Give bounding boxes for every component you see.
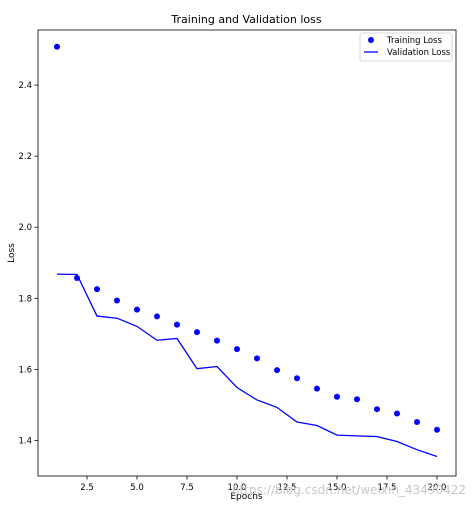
training-loss-point [54,43,60,50]
x-tick-label: 5.0 [130,483,144,493]
training-loss-point [114,297,120,304]
training-loss-point [354,396,360,403]
training-loss-point [154,313,160,320]
training-loss-point [334,393,340,400]
training-loss-point [214,337,220,344]
y-tick-label: 1.6 [18,365,32,375]
training-loss-point [434,426,440,433]
training-loss-point [174,321,180,328]
training-loss-point [234,346,240,353]
chart-marks [54,43,440,458]
validation-loss-line [56,273,438,458]
training-loss-point [94,286,100,293]
x-tick-label: 17.5 [378,483,397,493]
legend-validation-label: Validation Loss [387,48,451,58]
y-tick-label: 2.2 [18,152,32,162]
y-axis-label: Loss [7,243,17,263]
plot-frame [37,29,457,477]
x-tick-label: 10.0 [228,483,247,493]
training-loss-point [294,375,300,382]
x-tick-label: 2.5 [80,483,94,493]
training-loss-point [74,275,80,282]
x-axis-label: Epochs [230,492,263,502]
y-tick-label: 1.4 [18,436,32,446]
legend-training-marker [368,37,374,43]
x-tick-label: 15.0 [328,483,347,493]
legend-box [359,32,453,62]
axis-ticks: 2.5 5.0 7.5 10.0 12.5 15.0 17.5 20.0 1.4 1.6 1.8 2.… [18,81,446,493]
legend-training-label: Training Loss [386,36,442,46]
training-loss-point [314,385,320,392]
training-loss-point [374,406,380,413]
x-tick-label: 20.0 [428,483,447,493]
training-loss-point [414,418,420,425]
training-loss-point [194,329,200,336]
y-tick-label: 2.0 [18,223,32,233]
chart-title: Training and Validation loss [170,13,321,26]
legend: Training Loss Validation Loss [359,32,453,62]
training-loss-point [274,367,280,374]
x-tick-label: 12.5 [278,483,297,493]
training-loss-point [254,355,260,362]
x-tick-label: 7.5 [180,483,194,493]
watermark-text: https://blog.csdn.net/weixin_43490422 [232,483,466,497]
training-loss-point [394,410,400,417]
y-tick-label: 2.4 [18,81,32,91]
y-tick-label: 1.8 [18,294,32,304]
training-loss-point [134,306,140,313]
